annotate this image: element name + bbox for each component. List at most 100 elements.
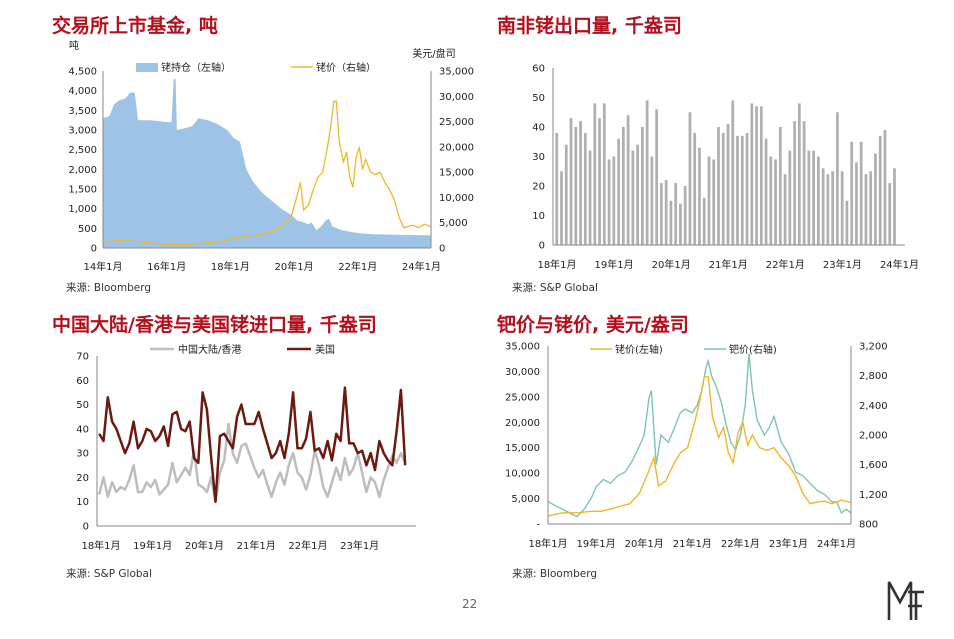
c4-right-tick: 2,000: [859, 431, 888, 442]
c3-x-tick: 22年1月: [288, 539, 327, 552]
c1-x-tick: 18年1月: [211, 260, 250, 273]
c4-right-tick: 3,200: [859, 342, 888, 353]
c2-y-tick: 0: [539, 241, 545, 252]
c3-us-line: [98, 386, 407, 503]
c2-bar: [755, 106, 758, 245]
c3-legend-cn: 中国大陆/香港: [178, 343, 241, 356]
c2-x-tick: 22年1月: [766, 258, 805, 271]
c2-bar: [788, 150, 792, 245]
c2-y-tick: 50: [532, 93, 545, 104]
c4-left-tick: 15,000: [505, 443, 540, 454]
c1-left-tick: 1,000: [68, 204, 97, 215]
c1-right-tick: 15,000: [439, 168, 474, 179]
c2-x-tick: 20年1月: [652, 258, 691, 271]
c3-y-tick: 10: [76, 497, 89, 508]
c2-x-tick: 24年1月: [880, 258, 919, 271]
c1-right-tick: 30,000: [439, 92, 474, 103]
c2-bar: [883, 129, 887, 245]
c2-bar: [797, 103, 801, 246]
c1-legend-price: 铑价（右轴）: [316, 61, 376, 74]
c1-left-unit: 吨: [69, 39, 79, 52]
c2-bar: [612, 156, 616, 245]
c4-legend-pd: 钯价(右轴): [729, 343, 777, 356]
chart1-source: 来源: Bloomberg: [66, 282, 151, 294]
c2-bar: [655, 109, 659, 245]
c4-x-tick: 22年1月: [721, 537, 760, 550]
c2-bar: [826, 174, 830, 245]
c4-left-tick: 30,000: [505, 367, 540, 378]
brand-logo-icon: [887, 581, 924, 620]
c2-bar: [583, 132, 587, 245]
c3-cn-line: [97, 422, 407, 503]
c3-y-tick: 0: [83, 522, 89, 533]
c4-left-tick: 20,000: [505, 418, 540, 429]
c3-x-tick: 20年1月: [185, 539, 224, 552]
c2-bar: [555, 132, 559, 245]
c1-x-tick: 14年1月: [83, 260, 122, 273]
c2-bar: [845, 200, 849, 245]
c2-bar: [602, 103, 606, 246]
c1-right-tick: 5,000: [439, 218, 468, 229]
c2-bar: [702, 197, 706, 245]
c2-bar: [721, 132, 725, 245]
c1-left-tick: 2,000: [68, 165, 97, 176]
c2-y-tick: 30: [532, 152, 545, 163]
c4-right-tick: 2,400: [859, 401, 888, 412]
c2-y-tick: 40: [532, 123, 545, 134]
c1-x-tick: 16年1月: [147, 260, 186, 273]
c1-right-tick: 20,000: [439, 142, 474, 153]
chart2-title: 南非铑出口量, 千盎司: [497, 15, 682, 37]
c2-bar: [874, 153, 877, 245]
c2-bar: [812, 150, 816, 245]
c2-bar: [774, 159, 777, 245]
c2-bar: [683, 186, 687, 245]
c4-right-tick: 800: [859, 520, 878, 531]
c2-bar: [674, 183, 678, 245]
c1-x-tick: 24年1月: [402, 260, 441, 273]
c3-y-tick: 20: [76, 473, 89, 484]
chart4-source: 来源: Bloomberg: [512, 568, 597, 580]
c2-bar: [579, 121, 582, 245]
c2-x-tick: 18年1月: [537, 258, 576, 271]
c2-bar: [750, 103, 754, 246]
c2-bar: [688, 112, 692, 245]
c1-left-tick: 3,000: [68, 126, 97, 137]
c1-left-tick: 0: [91, 244, 97, 255]
c2-bar: [840, 171, 844, 245]
c4-legend-rh: 铑价(左轴): [615, 343, 663, 356]
c2-bar: [607, 159, 611, 245]
c4-x-tick: 19年1月: [577, 537, 616, 550]
c2-bar: [802, 121, 806, 245]
chart3-title: 中国大陆/香港与美国铑进口量, 千盎司: [52, 314, 377, 336]
c3-y-tick: 50: [76, 400, 89, 411]
c4-left-tick: -: [536, 520, 540, 531]
c1-right-tick: 0: [439, 244, 445, 255]
c2-bar: [598, 118, 601, 245]
c1-legend-swatch-holdings: [136, 63, 158, 72]
c4-x-tick: 23年1月: [769, 537, 808, 550]
c1-legend-holdings: 铑持仓（左轴）: [161, 61, 231, 74]
c2-bar: [769, 156, 773, 245]
c1-right-tick: 25,000: [439, 117, 474, 128]
c4-left-tick: 25,000: [505, 392, 540, 403]
chart2-source: 来源: S&P Global: [512, 282, 598, 294]
c1-right-tick: 35,000: [439, 67, 474, 78]
c2-bar: [574, 127, 578, 245]
c4-pd-line: [547, 353, 852, 518]
c4-rh-line: [547, 375, 852, 517]
c4-right-tick: 1,200: [859, 490, 888, 501]
c2-bar: [817, 156, 820, 245]
c3-legend-us: 美国: [315, 343, 335, 356]
c2-bar: [660, 183, 663, 245]
c2-bar: [588, 150, 592, 245]
c2-bar: [878, 135, 882, 245]
c2-x-tick: 19年1月: [595, 258, 634, 271]
c1-holdings-area: [103, 78, 431, 249]
c1-left-tick: 4,000: [68, 86, 97, 97]
c4-left-tick: 35,000: [505, 342, 540, 353]
c2-bar: [593, 103, 597, 246]
c2-bar: [793, 121, 796, 245]
c2-bar: [731, 100, 735, 245]
c2-x-tick: 23年1月: [823, 258, 862, 271]
c2-bar: [641, 127, 644, 245]
